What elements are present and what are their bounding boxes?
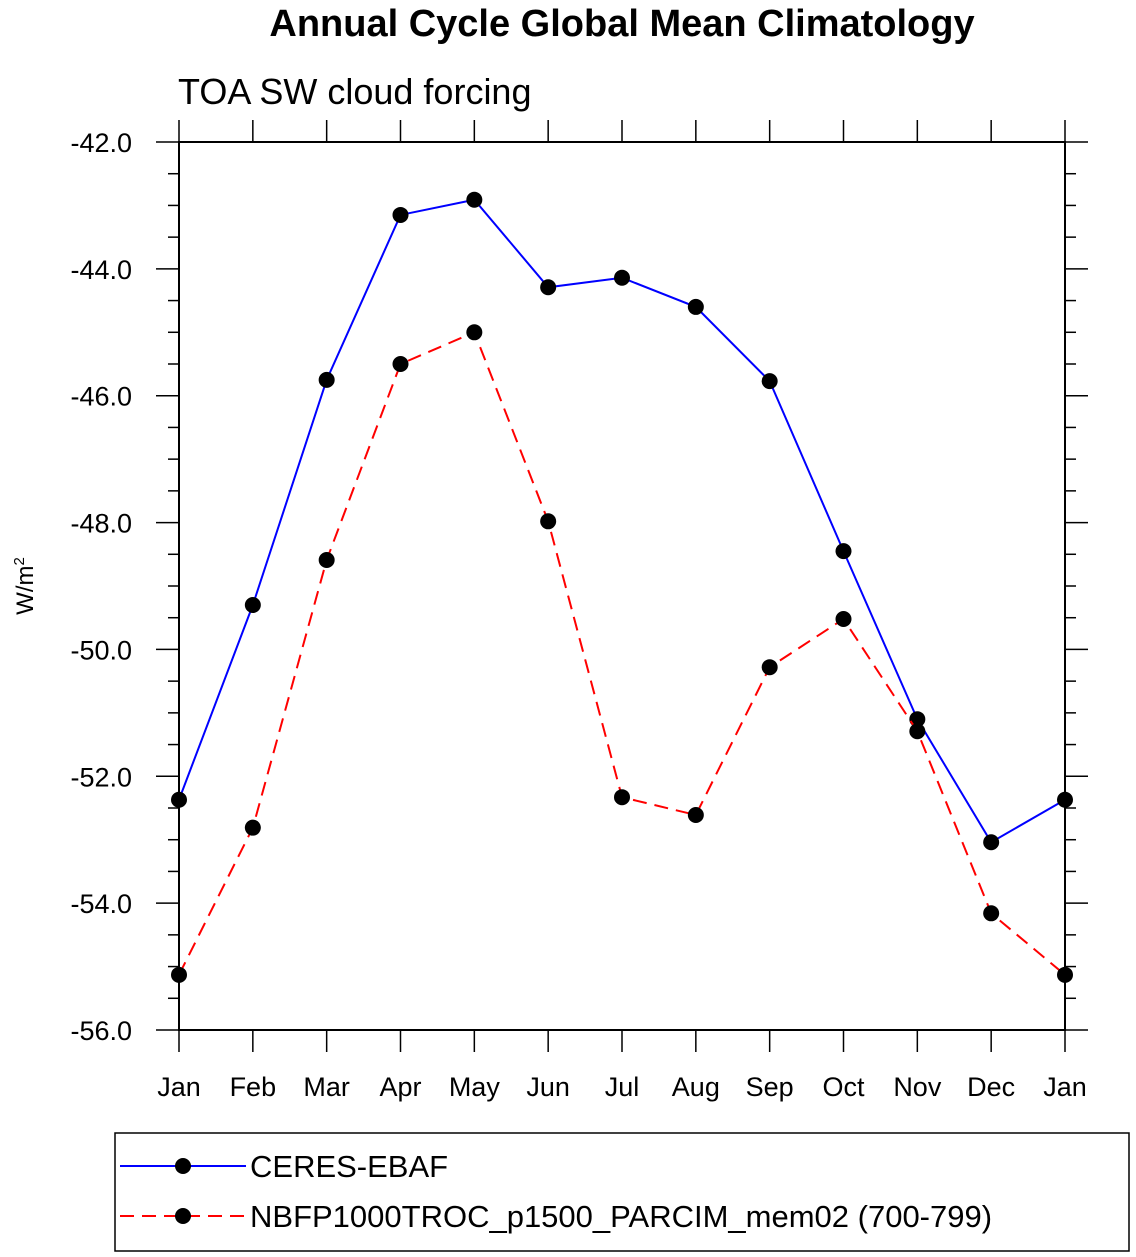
data-point-1 — [983, 905, 1000, 922]
data-point-0 — [318, 371, 335, 388]
legend-marker-0 — [175, 1158, 191, 1174]
y-tick-label: -54.0 — [70, 889, 132, 919]
data-point-0 — [835, 543, 852, 560]
data-point-1 — [761, 659, 778, 676]
data-point-1 — [540, 513, 557, 530]
data-point-0 — [466, 191, 483, 208]
x-tick-label: Dec — [967, 1072, 1015, 1102]
data-point-0 — [687, 298, 704, 315]
legend-label-0: CERES-EBAF — [250, 1149, 448, 1184]
y-tick-label: -44.0 — [70, 255, 132, 285]
data-point-1 — [835, 610, 852, 627]
data-point-0 — [540, 279, 557, 296]
data-point-1 — [909, 723, 926, 740]
series-line-0 — [178, 198, 1066, 844]
y-tick-label: -56.0 — [70, 1016, 132, 1046]
data-point-0 — [392, 206, 409, 223]
data-point-0 — [983, 834, 1000, 851]
data-point-0 — [614, 269, 630, 286]
x-tick-label: Oct — [822, 1072, 865, 1102]
x-tick-label: Jun — [526, 1072, 570, 1102]
data-point-0 — [909, 711, 926, 728]
data-point-0 — [244, 597, 261, 614]
data-point-0 — [1057, 791, 1073, 808]
data-point-1 — [1057, 966, 1073, 983]
chart-title: Annual Cycle Global Mean Climatology — [269, 3, 974, 45]
legend-label-1: NBFP1000TROC_p1500_PARCIM_mem02 (700-799… — [250, 1199, 992, 1234]
x-tick-label: May — [449, 1072, 501, 1102]
y-tick-label: -50.0 — [70, 635, 132, 665]
data-point-0 — [761, 373, 778, 390]
y-tick-label: -42.0 — [70, 128, 132, 158]
y-tick-label: -52.0 — [70, 762, 132, 792]
x-tick-label: Jul — [605, 1072, 640, 1102]
data-point-0 — [171, 791, 187, 808]
chart-subtitle: TOA SW cloud forcing — [178, 71, 531, 112]
x-tick-label: Sep — [746, 1072, 794, 1102]
x-tick-label: Apr — [379, 1072, 421, 1102]
series-line-1 — [178, 330, 1066, 976]
x-tick-label: Mar — [303, 1072, 350, 1102]
x-tick-label: Nov — [893, 1072, 942, 1102]
data-point-1 — [171, 966, 187, 983]
data-point-1 — [687, 806, 704, 823]
y-axis-label: W/m2 — [11, 557, 39, 615]
data-point-1 — [466, 324, 483, 341]
data-point-1 — [614, 789, 630, 806]
x-tick-label: Jan — [1043, 1072, 1087, 1102]
legend-marker-1 — [175, 1208, 191, 1224]
legend-box — [114, 1132, 1130, 1252]
x-tick-label: Jan — [157, 1072, 201, 1102]
y-axis-label-superscript: 2 — [11, 557, 28, 565]
y-tick-label: -46.0 — [70, 382, 132, 412]
data-point-1 — [318, 551, 335, 568]
y-tick-label: -48.0 — [70, 509, 132, 539]
data-point-1 — [392, 356, 409, 372]
x-tick-label: Feb — [230, 1072, 277, 1102]
data-point-1 — [244, 819, 261, 836]
x-tick-label: Aug — [672, 1072, 720, 1102]
